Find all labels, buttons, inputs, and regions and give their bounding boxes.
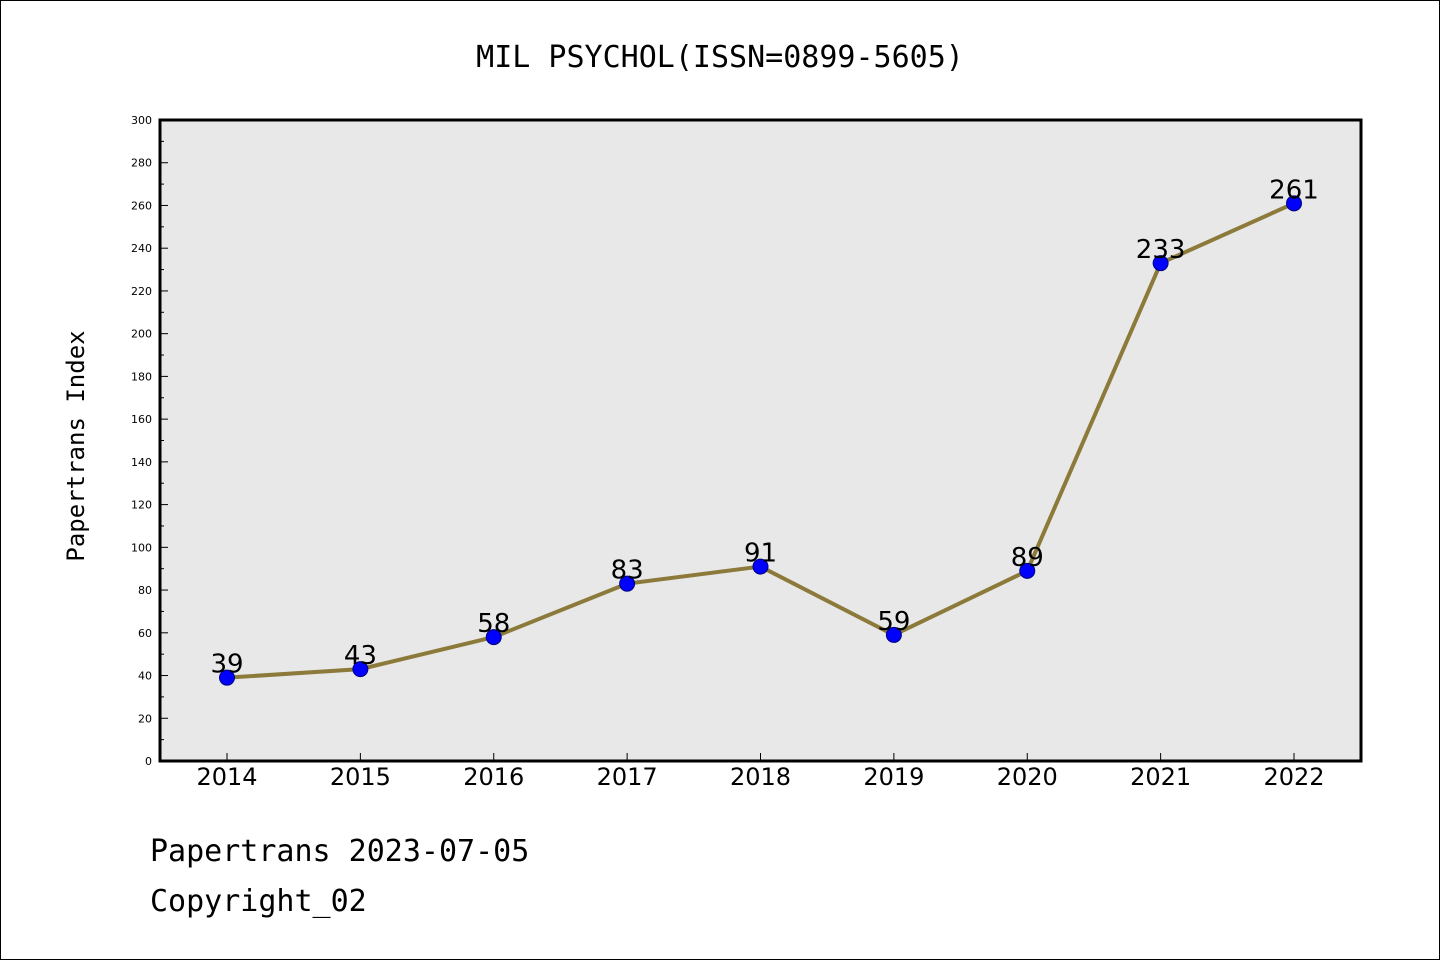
data-point <box>1152 255 1169 272</box>
data-point <box>885 626 902 643</box>
y-tick-label: 260 <box>131 199 152 212</box>
y-tick-label: 120 <box>131 499 152 512</box>
x-tick-label: 2019 <box>863 763 924 791</box>
data-point <box>752 558 769 575</box>
x-tick-label: 2018 <box>730 763 791 791</box>
data-label: 89 <box>1011 543 1044 573</box>
y-tick-label: 0 <box>145 755 152 768</box>
y-tick-label: 180 <box>131 370 152 383</box>
data-point <box>485 629 502 646</box>
data-point <box>1019 562 1036 579</box>
y-tick-label: 80 <box>138 584 152 597</box>
x-tick-label: 2017 <box>597 763 658 791</box>
x-tick-label: 2020 <box>997 763 1058 791</box>
y-tick-label: 220 <box>131 285 152 298</box>
y-tick-label: 100 <box>131 541 152 554</box>
footer-copyright: Copyright_02 <box>150 884 367 919</box>
footer-date: Papertrans 2023-07-05 <box>150 834 530 869</box>
y-tick-label: 160 <box>131 413 152 426</box>
y-tick-label: 240 <box>131 242 152 255</box>
data-label: 91 <box>744 539 777 569</box>
y-axis-label: Papertrans Index <box>62 330 90 561</box>
data-point <box>219 669 235 686</box>
data-point <box>619 575 636 592</box>
data-point <box>352 661 369 678</box>
x-tick-label: 2021 <box>1130 763 1191 791</box>
x-tick-label: 2014 <box>196 763 257 791</box>
plot-border <box>158 118 1363 763</box>
y-tick-label: 140 <box>131 456 152 469</box>
data-label: 83 <box>611 556 644 586</box>
chart-title: MIL PSYCHOL(ISSN=0899-5605) <box>476 40 964 75</box>
data-label: 43 <box>344 641 377 671</box>
x-tick-label: 2022 <box>1263 763 1324 791</box>
data-point <box>1286 195 1302 212</box>
plot-area: 0 20 40 60 80 100 120 140 160 180 200 220 240 260 280 3… <box>131 114 1363 791</box>
y-tick-label: 280 <box>131 157 152 170</box>
plot-background <box>160 120 1361 761</box>
y-tick-label: 40 <box>138 670 152 683</box>
data-label: 59 <box>877 607 910 637</box>
data-label: 261 <box>1269 175 1319 205</box>
y-tick-label: 300 <box>131 114 152 127</box>
y-tick-label: 200 <box>131 328 152 341</box>
y-tick-label: 60 <box>138 627 152 640</box>
x-tick-label: 2015 <box>330 763 391 791</box>
x-tick-label: 2016 <box>463 763 524 791</box>
data-label: 39 <box>210 650 243 680</box>
data-label: 58 <box>477 609 510 639</box>
data-label: 233 <box>1136 235 1186 265</box>
y-tick-label: 20 <box>138 712 152 725</box>
